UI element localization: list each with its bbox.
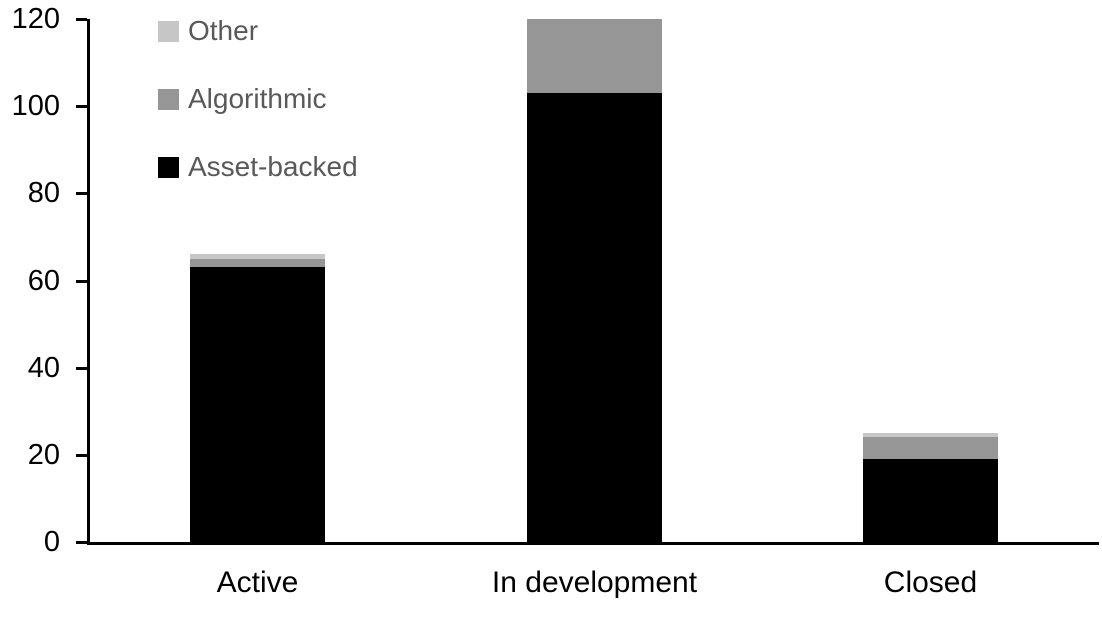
legend-label: Other xyxy=(188,15,259,46)
bar-segment-asset-backed xyxy=(190,267,325,542)
y-tick-label: 20 xyxy=(27,438,60,471)
bar-segment-other xyxy=(190,254,325,259)
legend-item-asset-backed: Asset-backed xyxy=(158,151,358,182)
y-tick-mark xyxy=(76,105,87,109)
legend-swatch-icon xyxy=(158,88,179,110)
y-tick-label: 100 xyxy=(11,90,60,123)
bar-segment-algorithmic xyxy=(190,258,325,268)
y-tick-label: 0 xyxy=(43,526,60,558)
legend-item-other: Other xyxy=(158,15,259,46)
y-tick-mark xyxy=(76,192,87,196)
legend-swatch-icon xyxy=(158,20,179,42)
y-tick-mark xyxy=(76,453,87,457)
legend-label: Asset-backed xyxy=(188,151,358,182)
x-axis-line xyxy=(87,542,1099,545)
legend-swatch-icon xyxy=(158,156,179,178)
x-category-label: Closed xyxy=(883,566,978,599)
bar-segment-algorithmic xyxy=(863,437,998,460)
y-tick-label: 60 xyxy=(27,264,60,297)
bar-segment-algorithmic xyxy=(527,19,662,94)
y-tick-mark xyxy=(76,279,87,283)
y-tick-mark xyxy=(76,541,87,544)
y-tick-label: 80 xyxy=(27,177,60,210)
legend-item-algorithmic: Algorithmic xyxy=(158,83,327,114)
bar-segment-asset-backed xyxy=(527,93,662,542)
y-tick-mark xyxy=(76,366,87,370)
y-axis-line xyxy=(87,19,90,545)
y-tick-label: 120 xyxy=(11,3,60,35)
bar-segment-asset-backed xyxy=(863,459,998,542)
legend-label: Algorithmic xyxy=(188,83,327,114)
y-tick-mark xyxy=(76,18,87,21)
y-tick-label: 40 xyxy=(27,351,60,384)
x-category-label: In development xyxy=(491,566,698,599)
x-category-label: Active xyxy=(216,566,299,599)
bar-segment-other xyxy=(863,433,998,438)
